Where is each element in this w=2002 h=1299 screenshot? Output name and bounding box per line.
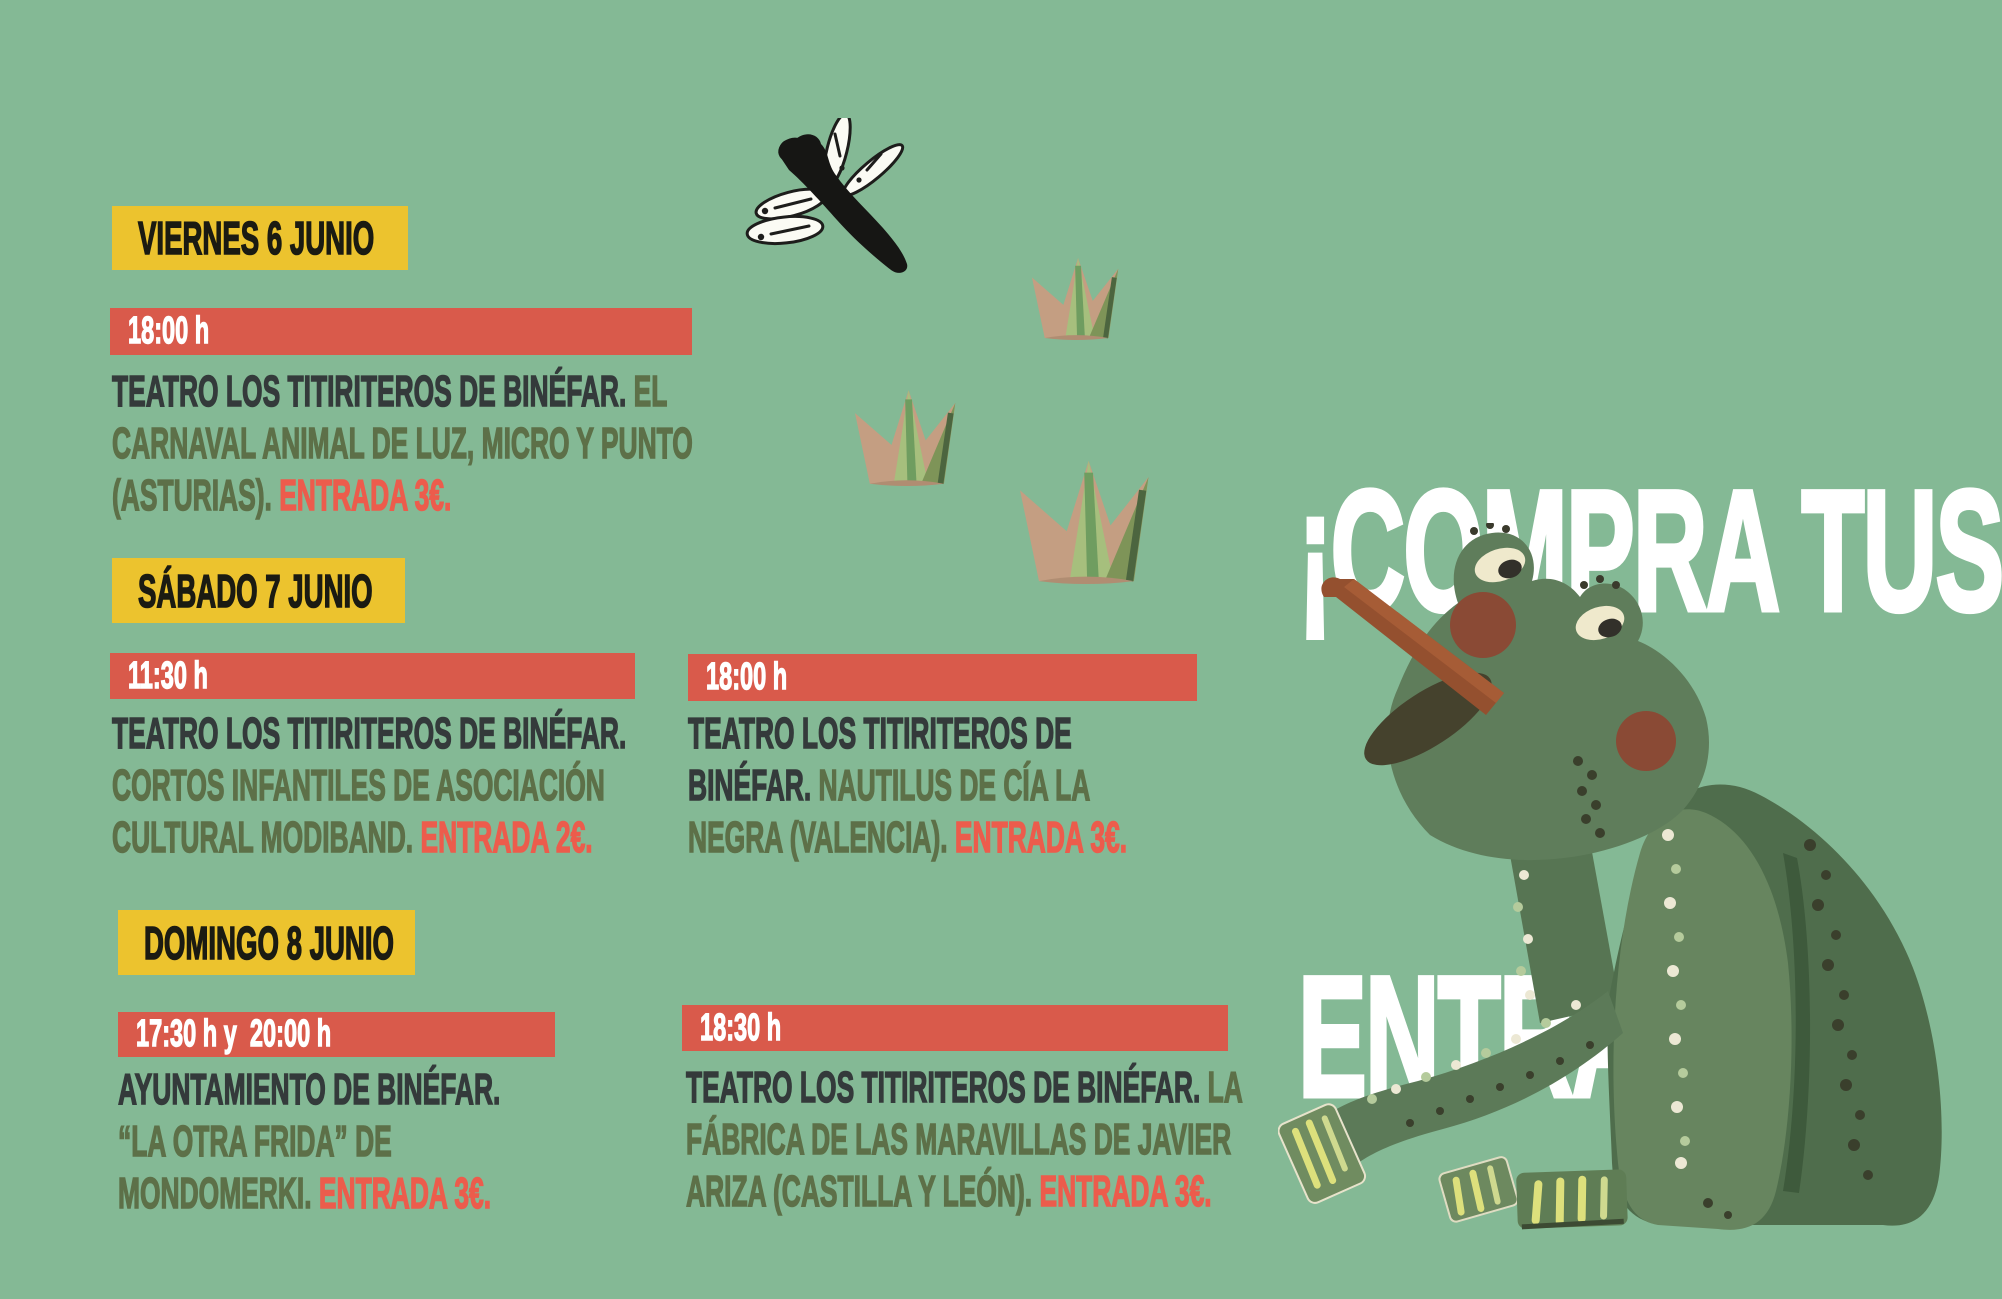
event-line: “LA OTRA FRIDA” DE: [118, 1116, 393, 1167]
time-label: 11:30 h: [128, 654, 209, 697]
event-line: TEATRO LOS TITIRITEROS DE BINÉFAR.: [112, 708, 627, 759]
event-line: CARNAVAL ANIMAL DE LUZ, MICRO Y PUNTO: [112, 418, 694, 469]
time-label: 17:30 h y 20:00 h: [136, 1012, 332, 1055]
event-line: TEATRO LOS TITIRITEROS DE BINÉFAR. EL: [112, 366, 668, 417]
event-line: FÁBRICA DE LAS MARAVILLAS DE JAVIER: [686, 1114, 1232, 1165]
event-domingo-1730: AYUNTAMIENTO DE BINÉFAR. “LA OTRA FRIDA”…: [118, 1064, 755, 1220]
event-line: NEGRA (VALENCIA). ENTRADA 3€.: [688, 812, 1128, 863]
event-line: BINÉFAR. NAUTILUS DE CÍA LA: [688, 760, 1091, 811]
event-domingo-1830: TEATRO LOS TITIRITEROS DE BINÉFAR. LA FÁ…: [686, 1062, 1614, 1218]
dragonfly-icon: [745, 118, 908, 273]
day-label: DOMINGO 8 JUNIO: [144, 916, 395, 970]
event-line: MONDOMERKI. ENTRADA 3€.: [118, 1168, 492, 1219]
event-line: CORTOS INFANTILES DE ASOCIACIÓN: [112, 760, 606, 811]
time-label: 18:00 h: [128, 309, 210, 352]
day-label: VIERNES 6 JUNIO: [138, 211, 375, 265]
frog-puppet-illustration: [1278, 523, 1942, 1230]
crown-icon: [1020, 458, 1166, 584]
crown-icon: [1032, 256, 1130, 340]
event-line: AYUNTAMIENTO DE BINÉFAR.: [118, 1064, 501, 1115]
event-sabado-1130: TEATRO LOS TITIRITEROS DE BINÉFAR. CORTO…: [112, 708, 969, 864]
time-bar-viernes-1800: 18:00 h: [110, 308, 692, 355]
day-header-domingo: DOMINGO 8 JUNIO: [118, 910, 415, 975]
day-header-sabado: SÁBADO 7 JUNIO: [112, 558, 405, 623]
day-header-viernes: VIERNES 6 JUNIO: [112, 206, 408, 270]
time-bar-domingo-1830: 18:30 h: [682, 1005, 1228, 1051]
event-line: (ASTURIAS). ENTRADA 3€.: [112, 470, 452, 521]
day-label: SÁBADO 7 JUNIO: [138, 564, 374, 618]
event-viernes-1800: TEATRO LOS TITIRITEROS DE BINÉFAR. EL CA…: [112, 366, 1080, 522]
time-bar-sabado-1130: 11:30 h: [110, 653, 635, 699]
event-sabado-1800: TEATRO LOS TITIRITEROS DE BINÉFAR. NAUTI…: [688, 708, 1420, 864]
event-line: TEATRO LOS TITIRITEROS DE BINÉFAR. LA: [686, 1062, 1244, 1113]
event-line: TEATRO LOS TITIRITEROS DE: [688, 708, 1073, 759]
time-label: 18:00 h: [706, 655, 788, 698]
event-line: ARIZA (CASTILLA Y LEÓN). ENTRADA 3€.: [686, 1166, 1212, 1217]
crown-icon: [855, 388, 969, 486]
time-bar-sabado-1800: 18:00 h: [688, 654, 1197, 701]
event-line: CULTURAL MODIBAND. ENTRADA 2€.: [112, 812, 593, 863]
time-label: 18:30 h: [700, 1006, 782, 1049]
time-bar-domingo-1730-2000: 17:30 h y 20:00 h: [118, 1012, 555, 1057]
